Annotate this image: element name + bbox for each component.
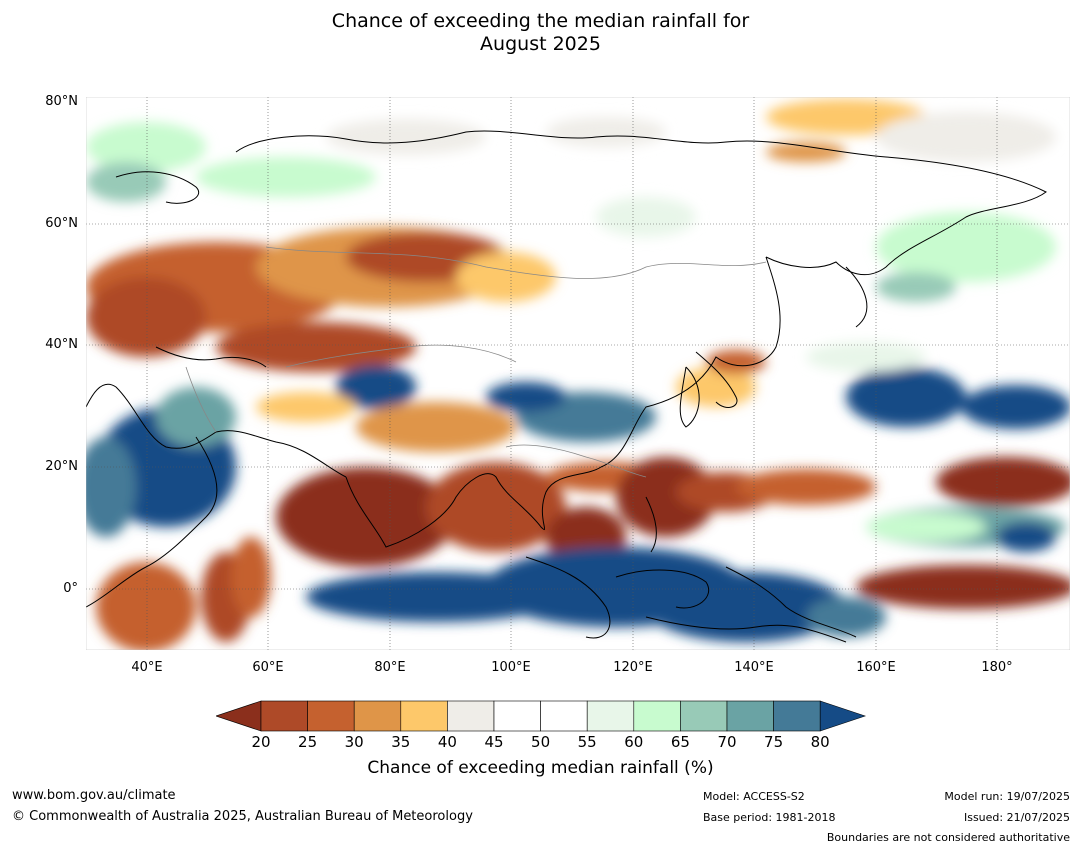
map-title-line-2: August 2025: [480, 33, 601, 55]
base-period-text: Base period: 1981-2018: [703, 811, 836, 824]
rainfall-field: [86, 99, 1070, 650]
coastlines: [86, 130, 1047, 643]
disclaimer-text: Boundaries are not considered authoritat…: [826, 831, 1070, 844]
lon-label-40e: 40°E: [131, 660, 163, 675]
colorbar-segment: [493, 700, 541, 732]
colorbar-segment: [680, 700, 728, 732]
lon-label-60e: 60°E: [252, 660, 284, 675]
map-title-line-1: Chance of exceeding the median rainfall …: [331, 10, 750, 32]
colorbar-tick-label: 55: [577, 733, 597, 751]
map-svg: [86, 97, 1070, 650]
colorbar-over-arrow: [819, 700, 866, 732]
colorbar-segment: [540, 700, 588, 732]
colorbar-tick-label: 60: [624, 733, 644, 751]
colorbar-tick-label: 65: [670, 733, 690, 751]
map-title: Chance of exceeding the median rainfall …: [0, 10, 1081, 56]
lon-label-140e: 140°E: [734, 660, 774, 675]
colorbar-segment: [353, 700, 402, 732]
country-borders: [185, 246, 767, 478]
lat-label-40n: 40°N: [45, 337, 78, 352]
colorbar-tick-label: 45: [484, 733, 504, 751]
lon-label-160e: 160°E: [856, 660, 896, 675]
lon-label-100e: 100°E: [491, 660, 531, 675]
colorbar-segment: [726, 700, 774, 732]
colorbar: [216, 700, 866, 732]
colorbar-segment: [400, 700, 448, 732]
colorbar-segment: [773, 700, 821, 732]
colorbar-segment: [447, 700, 495, 732]
colorbar-tick-label: 40: [437, 733, 457, 751]
colorbar-tick-label: 70: [717, 733, 737, 751]
copyright-text: © Commonwealth of Australia 2025, Austra…: [12, 809, 473, 824]
lon-label-180: 180°: [981, 660, 1013, 675]
colorbar-segment: [307, 700, 355, 732]
colorbar-under-arrow: [216, 700, 262, 732]
colorbar-tick-label: 25: [298, 733, 318, 751]
issued-text: Issued: 21/07/2025: [963, 811, 1070, 824]
lat-label-60n: 60°N: [45, 216, 78, 231]
lat-label-20n: 20°N: [45, 459, 78, 474]
model-run-text: Model run: 19/07/2025: [944, 790, 1070, 803]
colorbar-label: Chance of exceeding median rainfall (%): [367, 758, 714, 778]
colorbar-tick-label: 30: [344, 733, 364, 751]
lon-label-120e: 120°E: [613, 660, 653, 675]
colorbar-tick-label: 20: [251, 733, 271, 751]
lon-label-80e: 80°E: [374, 660, 406, 675]
rainfall-outlook-map: [86, 97, 1070, 650]
colorbar-segment: [633, 700, 681, 732]
colorbar-tick-label: 75: [764, 733, 784, 751]
model-text: Model: ACCESS-S2: [703, 790, 805, 803]
colorbar-tick-label: 50: [531, 733, 551, 751]
lat-label-80n: 80°N: [45, 94, 78, 109]
lat-label-0: 0°: [63, 581, 78, 596]
graticule: [86, 97, 1070, 650]
website-link[interactable]: www.bom.gov.au/climate: [12, 788, 176, 803]
colorbar-segment: [586, 700, 635, 732]
colorbar-tick-label: 80: [810, 733, 830, 751]
colorbar-tick-label: 35: [391, 733, 411, 751]
colorbar-segment: [260, 700, 308, 732]
